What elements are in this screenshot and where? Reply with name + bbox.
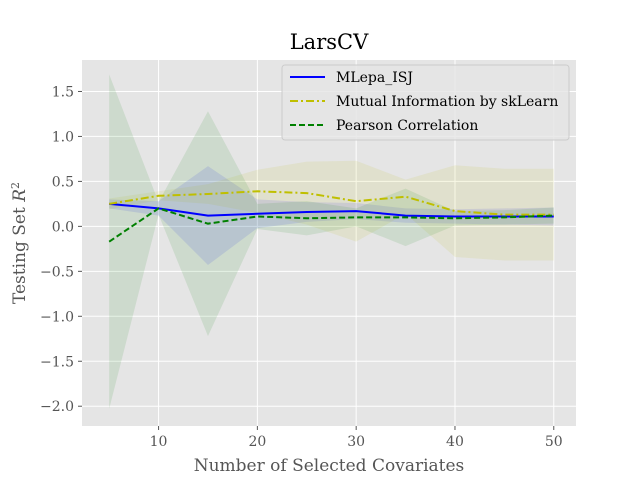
y-tick-label: 1.5	[52, 84, 74, 100]
y-axis-label-superscript: 2	[9, 182, 22, 189]
band-series-0	[109, 166, 554, 266]
x-tick-label: 10	[150, 434, 168, 450]
legend-label-mlepa-isj: MLepa_ISJ	[336, 70, 413, 86]
band-series-2	[109, 74, 554, 409]
y-axis-label-text: Testing Set	[10, 202, 30, 304]
series-lines	[108, 190, 554, 243]
y-axis-label: Testing Set R2	[9, 182, 30, 304]
y-tick-label: 0.5	[52, 174, 74, 190]
x-tick-label: 50	[545, 434, 563, 450]
y-tick-label: −0.5	[40, 264, 74, 280]
y-tick-label: 1.0	[52, 129, 74, 145]
y-axis-label-variable: R	[10, 189, 30, 203]
y-ticks: 1.5 1.0 0.5 0.0 −0.5 −1.0 −1.5 −2.0	[40, 84, 82, 415]
line-series-0	[109, 202, 554, 218]
y-tick-label: 0.0	[52, 219, 74, 235]
x-axis-label: Number of Selected Covariates	[194, 456, 465, 476]
y-tick-label: −1.5	[40, 354, 74, 370]
x-tick-label: 40	[446, 434, 464, 450]
line-series-2	[108, 207, 554, 243]
legend-label-mutual-information: Mutual Information by skLearn	[336, 94, 558, 110]
y-tick-label: −2.0	[40, 399, 74, 415]
x-ticks: 10 20 30 40 50	[150, 426, 563, 450]
line-series-1	[109, 190, 554, 216]
legend-box	[281, 64, 570, 141]
legend: MLepa_ISJ Mutual Information by skLearn …	[281, 64, 570, 141]
chart-title: LarsCV	[290, 30, 369, 54]
legend-label-pearson-correlation: Pearson Correlation	[336, 118, 478, 134]
x-tick-label: 30	[347, 434, 365, 450]
y-tick-label: −1.0	[40, 309, 74, 325]
x-tick-label: 20	[248, 434, 266, 450]
